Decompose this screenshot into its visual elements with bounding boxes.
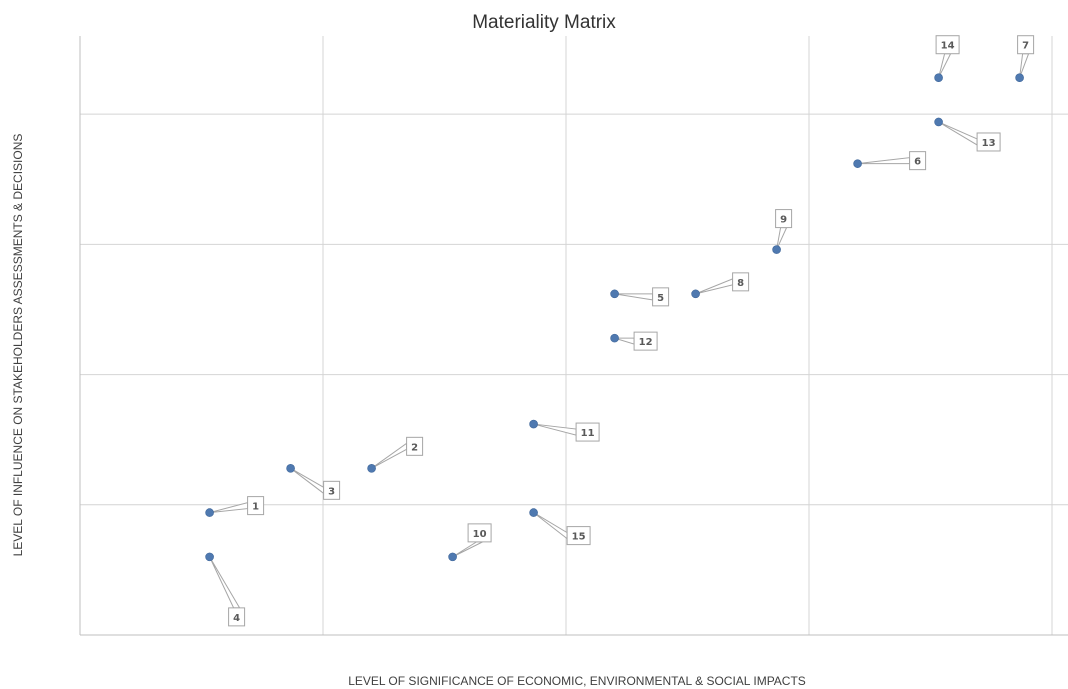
callout-box	[1017, 35, 1035, 55]
callout-pointer	[533, 512, 568, 540]
callout-box	[566, 526, 591, 546]
point-label: 13	[982, 138, 996, 149]
callout-box	[575, 422, 600, 442]
callout-pointer	[371, 442, 408, 469]
point-label: 5	[657, 293, 664, 304]
x-axis-label: LEVEL OF SIGNIFICANCE OF ECONOMIC, ENVIR…	[348, 674, 806, 688]
data-point	[448, 552, 457, 562]
callout-pointer	[209, 501, 249, 514]
data-point	[610, 333, 619, 343]
data-point	[286, 464, 295, 473]
callout-box	[775, 209, 793, 229]
point-label: 14	[941, 41, 955, 52]
chart-title: Materiality Matrix	[472, 12, 616, 33]
callout-pointer	[695, 278, 734, 295]
callout-pointer	[938, 121, 978, 146]
data-point	[1015, 73, 1024, 83]
data-point	[205, 508, 214, 517]
data-point	[934, 73, 943, 83]
callout-box	[732, 272, 750, 292]
grid	[79, 36, 1068, 636]
callout-box	[247, 496, 265, 516]
y-axis-label: LEVEL OF INFLUENCE ON STAKEHOLDERS ASSES…	[11, 134, 25, 557]
callout-pointer	[614, 293, 654, 301]
callout-box	[467, 523, 492, 543]
callout-pointer	[209, 556, 241, 609]
callout-box	[228, 607, 246, 627]
data-point	[529, 508, 538, 517]
callout-box	[652, 287, 670, 307]
callout-pointer	[452, 541, 483, 558]
data-points	[205, 73, 1024, 562]
callout-pointer	[857, 157, 911, 165]
callout-box	[633, 331, 658, 351]
point-label: 6	[914, 157, 921, 168]
point-label: 11	[581, 428, 595, 439]
data-point	[529, 419, 538, 429]
callout-box	[909, 151, 927, 171]
data-point	[853, 159, 862, 168]
point-label: 1	[252, 502, 259, 513]
point-label: 4	[233, 613, 240, 624]
data-point	[772, 245, 781, 254]
point-label: 8	[737, 278, 744, 289]
data-point	[367, 464, 376, 473]
callout-pointer	[290, 467, 325, 495]
point-label: 12	[639, 337, 653, 348]
point-label: 15	[572, 532, 586, 543]
data-point	[691, 289, 700, 299]
point-label: 2	[411, 442, 418, 453]
point-label: 9	[780, 215, 787, 226]
data-point	[610, 289, 619, 299]
point-label: 7	[1022, 41, 1029, 52]
callout-box	[976, 132, 1001, 152]
callout-box	[406, 436, 424, 456]
callout-pointer	[533, 423, 577, 436]
data-point	[205, 552, 214, 562]
point-label: 3	[328, 486, 335, 497]
callout-box	[323, 480, 341, 500]
data-point	[934, 117, 943, 127]
point-label: 10	[473, 529, 487, 540]
callout-box	[935, 35, 960, 55]
